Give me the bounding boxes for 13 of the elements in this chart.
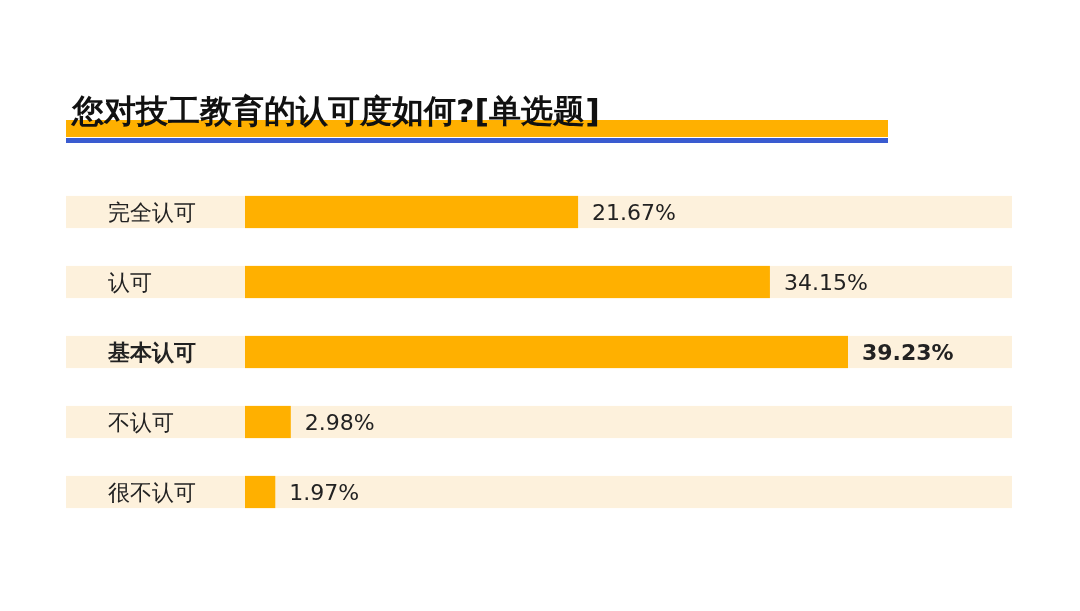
y-tick-label: 很不认可 — [108, 479, 196, 505]
y-tick-label: 完全认可 — [108, 199, 196, 225]
data-label: 21.67% — [592, 199, 676, 225]
data-label: 1.97% — [289, 479, 360, 505]
data-label: 2.98% — [304, 409, 375, 435]
data-label: 39.23% — [862, 339, 954, 365]
y-tick-label: 基本认可 — [107, 339, 196, 365]
bar — [245, 475, 276, 509]
y-tick-label: 认可 — [108, 269, 152, 295]
chart-title: 您对技工教育的认可度如何?[单选题] — [70, 92, 600, 130]
y-tick-label: 不认可 — [108, 409, 174, 435]
data-label: 34.15% — [783, 269, 868, 295]
bar — [245, 405, 291, 439]
